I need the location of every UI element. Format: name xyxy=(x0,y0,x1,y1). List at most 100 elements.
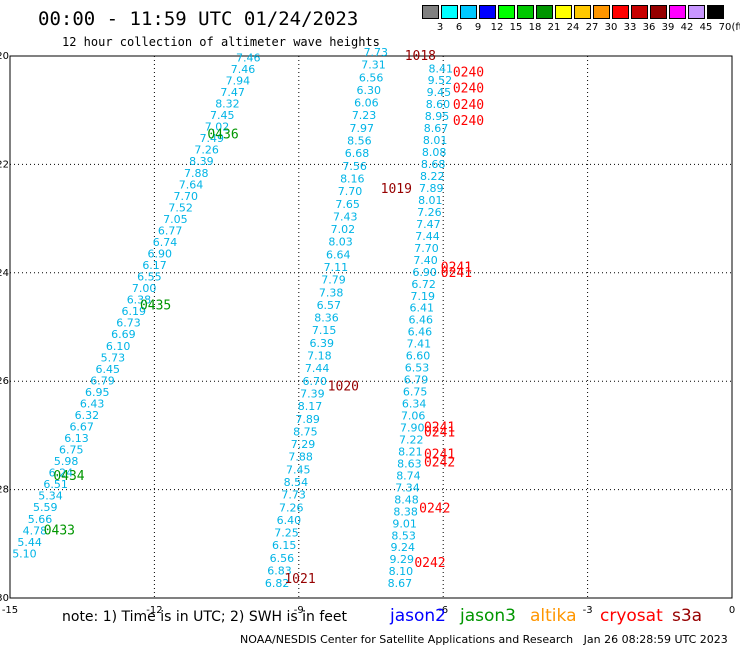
satellite-legend-item: cryosat xyxy=(600,606,663,626)
color-scale-label: 18 xyxy=(528,22,542,33)
wave-height-value: 7.29 xyxy=(291,438,316,451)
wave-height-value: 7.64 xyxy=(179,178,204,191)
pass-time-label: 1021 xyxy=(284,572,315,587)
wave-height-value: 7.88 xyxy=(184,167,209,180)
wave-height-value: 7.05 xyxy=(163,213,188,226)
color-swatch xyxy=(460,5,477,19)
satellite-legend-item: altika xyxy=(530,606,577,626)
y-tick-label: -28 xyxy=(0,485,9,496)
x-tick-label: -9 xyxy=(294,605,304,616)
wave-height-value: 5.66 xyxy=(28,513,53,526)
wave-height-value: 8.03 xyxy=(328,236,353,249)
wave-height-value: 8.67 xyxy=(388,577,413,590)
wave-height-value: 7.73 xyxy=(364,46,389,59)
wave-height-value: 6.46 xyxy=(408,326,433,339)
wave-height-value: 8.68 xyxy=(421,158,446,171)
wave-height-value: 7.11 xyxy=(324,261,349,274)
wave-height-value: 6.75 xyxy=(403,386,428,399)
wave-height-value: 6.64 xyxy=(326,248,351,261)
wave-height-value: 7.18 xyxy=(307,350,332,363)
page-subtitle: 12 hour collection of altimeter wave hei… xyxy=(62,35,380,49)
color-swatch xyxy=(441,5,458,19)
color-scale-label: 39 xyxy=(661,22,675,33)
wave-height-value: 7.06 xyxy=(401,410,426,423)
wave-height-value: 6.53 xyxy=(405,362,430,375)
pass-time-label: 0242 xyxy=(424,456,455,471)
credit-line: NOAA/NESDIS Center for Satellite Applica… xyxy=(240,633,728,646)
wave-height-value: 7.22 xyxy=(399,433,424,446)
wave-height-value: 7.70 xyxy=(174,190,199,203)
wave-height-value: 6.75 xyxy=(59,444,84,457)
x-tick-label: -15 xyxy=(2,605,18,616)
wave-height-value: 8.01 xyxy=(423,134,448,147)
wave-height-value: 6.56 xyxy=(359,71,384,84)
y-tick-label: -22 xyxy=(0,159,9,170)
wave-height-value: 6.73 xyxy=(116,317,141,330)
wave-height-value: 6.24 xyxy=(49,467,74,480)
wave-height-value: 5.10 xyxy=(12,547,37,560)
wave-height-value: 8.32 xyxy=(215,98,240,111)
color-swatch xyxy=(593,5,610,19)
wave-height-value: 7.46 xyxy=(236,51,261,64)
wave-height-value: 5.73 xyxy=(101,351,126,364)
color-swatch xyxy=(650,5,667,19)
wave-height-value: 6.40 xyxy=(277,514,302,527)
wave-height-value: 7.26 xyxy=(417,206,442,219)
footnote: note: 1) Time is in UTC; 2) SWH is in fe… xyxy=(62,609,348,625)
color-swatch xyxy=(612,5,629,19)
y-tick-label: -20 xyxy=(0,51,9,62)
wave-height-value: 6.38 xyxy=(127,294,152,307)
wave-height-value: 7.73 xyxy=(281,489,306,502)
wave-height-value: 8.16 xyxy=(340,172,365,185)
wave-height-value: 6.69 xyxy=(111,328,136,341)
wave-height-value: 8.01 xyxy=(418,194,443,207)
wave-height-value: 6.74 xyxy=(153,236,178,249)
color-swatch xyxy=(422,5,439,19)
wave-height-value: 7.41 xyxy=(407,338,432,351)
wave-height-value: 6.68 xyxy=(345,147,370,160)
color-scale-label: 30 xyxy=(604,22,618,33)
wave-height-value: 9.45 xyxy=(427,86,452,99)
wave-height-value: 7.47 xyxy=(220,86,245,99)
wave-height-value: 6.55 xyxy=(137,271,162,284)
wave-height-value: 6.83 xyxy=(267,565,292,578)
color-swatch xyxy=(574,5,591,19)
pass-time-label: 0241 xyxy=(441,260,472,275)
pass-time-label: 0242 xyxy=(419,502,450,517)
satellite-legend-item: jason3 xyxy=(460,606,516,626)
wave-height-value: 8.60 xyxy=(426,98,451,111)
wave-height-value: 6.90 xyxy=(148,247,173,260)
y-tick-label: -30 xyxy=(0,593,9,604)
satellite-legend-item: jason2 xyxy=(390,606,446,626)
wave-height-value: 6.56 xyxy=(270,552,295,565)
wave-height-value: 6.72 xyxy=(411,278,436,291)
wave-height-value: 8.22 xyxy=(420,170,445,183)
wave-height-value: 7.40 xyxy=(413,254,438,267)
wave-height-value: 7.23 xyxy=(352,109,377,122)
wave-height-value: 6.10 xyxy=(106,340,131,353)
wave-height-value: 6.82 xyxy=(265,577,290,590)
wave-height-value: 6.17 xyxy=(142,259,167,272)
wave-height-value: 8.56 xyxy=(347,135,372,148)
wave-height-value: 6.19 xyxy=(121,305,146,318)
wave-height-value: 6.57 xyxy=(317,299,342,312)
wave-height-value: 7.25 xyxy=(274,527,299,540)
wave-height-value: 7.34 xyxy=(395,481,420,494)
color-swatch xyxy=(688,5,705,19)
wave-height-value: 6.67 xyxy=(69,420,94,433)
color-swatch xyxy=(555,5,572,19)
wave-height-value: 7.39 xyxy=(300,387,325,400)
wave-height-value: 7.97 xyxy=(349,122,374,135)
wave-height-value: 7.26 xyxy=(194,144,219,157)
color-swatch xyxy=(536,5,553,19)
wave-height-value: 6.06 xyxy=(354,97,379,110)
wave-height-value: 7.02 xyxy=(205,121,230,134)
wave-height-value: 7.46 xyxy=(231,63,256,76)
color-scale-label: 9 xyxy=(474,22,482,33)
wave-height-value: 9.01 xyxy=(392,517,417,530)
pass-time-label: 0240 xyxy=(453,82,484,97)
wave-height-value: 7.94 xyxy=(226,74,251,87)
wave-height-value: 6.41 xyxy=(410,302,435,315)
pass-time-label: 0242 xyxy=(414,556,445,571)
y-tick-label: -24 xyxy=(0,268,9,279)
